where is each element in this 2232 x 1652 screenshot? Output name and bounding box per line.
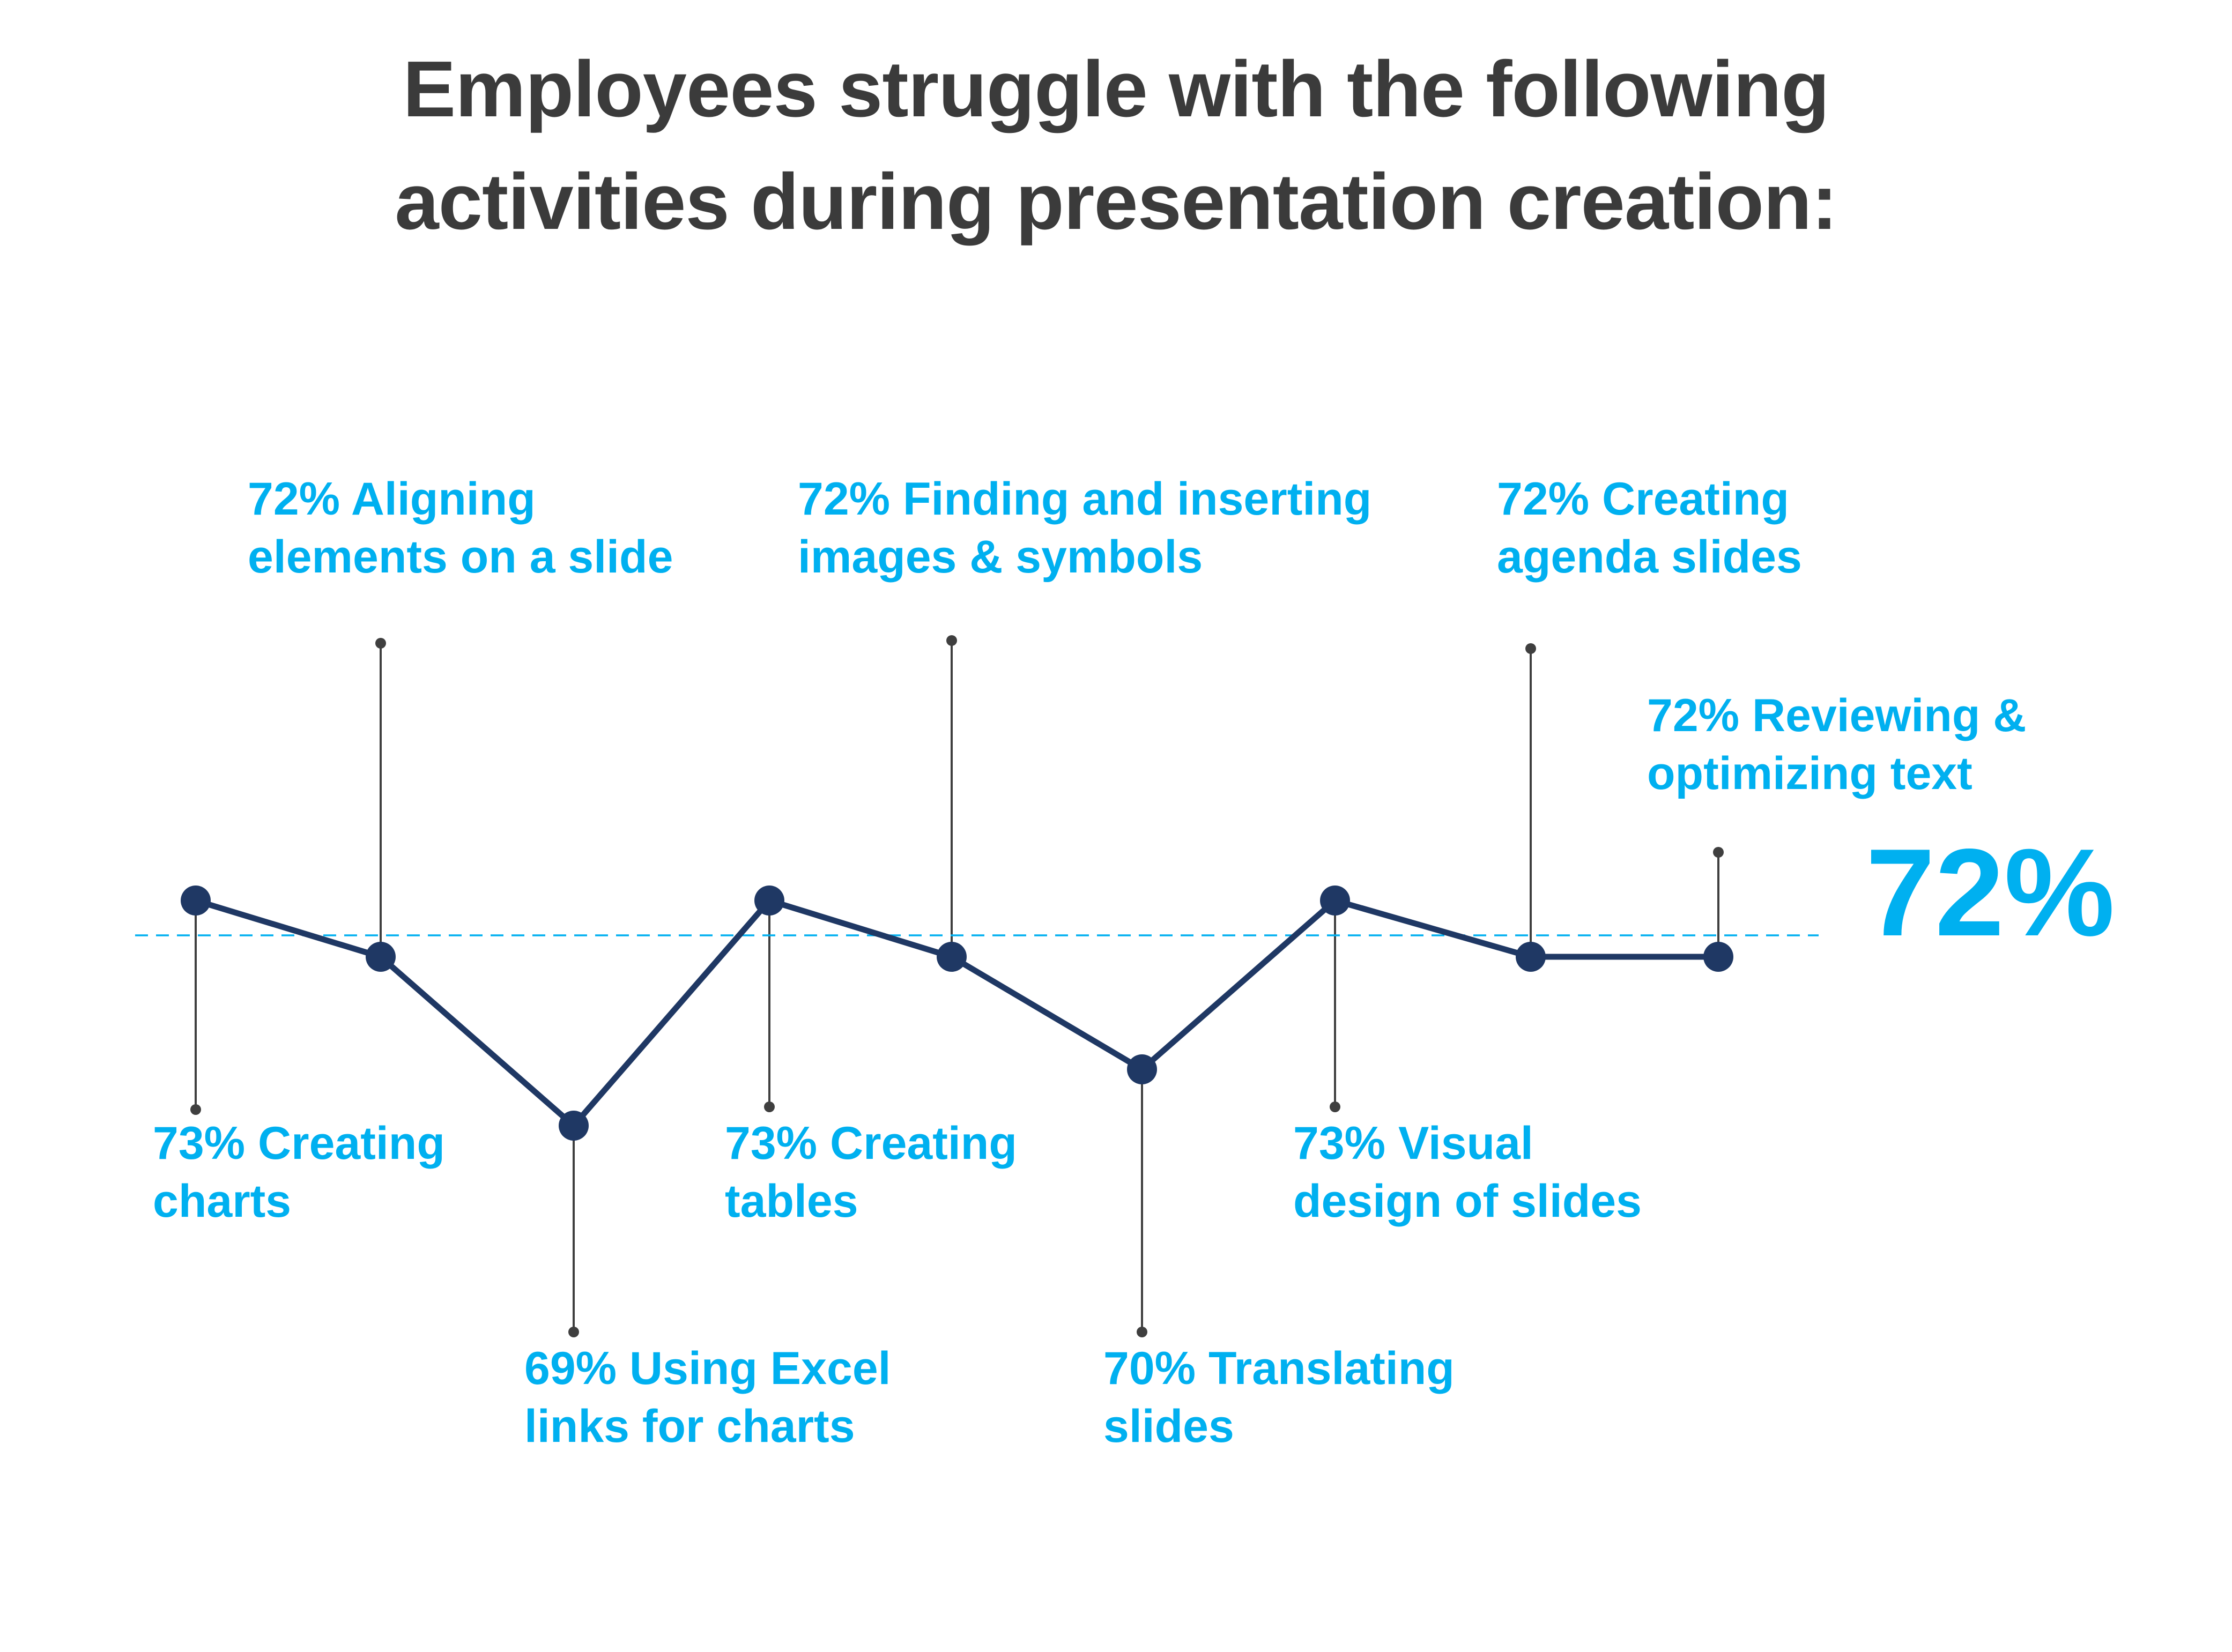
data-point bbox=[1516, 942, 1546, 972]
connector-dot bbox=[764, 1102, 775, 1112]
label-visual-design: 73% Visual design of slides bbox=[1293, 1118, 1642, 1227]
connector-dot bbox=[1137, 1327, 1147, 1337]
connector-dot bbox=[946, 635, 957, 646]
reference-percent: 72% bbox=[1866, 823, 2115, 962]
connector-dot bbox=[190, 1104, 201, 1115]
label-agenda-slides: 72% Creating agenda slides bbox=[1497, 473, 1802, 583]
label-excel-links: 69% Using Excel links for charts bbox=[524, 1343, 891, 1452]
data-point bbox=[1703, 942, 1733, 972]
connector-dot bbox=[1713, 847, 1724, 858]
connector-dot bbox=[1525, 643, 1536, 654]
data-point bbox=[181, 885, 211, 916]
label-aligning-elements: 72% Aligning elements on a slide bbox=[248, 473, 673, 583]
data-point bbox=[754, 885, 784, 916]
data-point bbox=[366, 942, 396, 972]
label-reviewing-text: 72% Reviewing & optimizing text bbox=[1647, 690, 2027, 799]
connector-dot bbox=[375, 638, 386, 649]
data-point bbox=[559, 1111, 589, 1141]
label-creating-tables: 73% Creating tables bbox=[725, 1118, 1017, 1227]
data-point bbox=[937, 942, 967, 972]
label-translating-slides: 70% Translating slides bbox=[1103, 1343, 1455, 1452]
label-finding-images: 72% Finding and inserting images & symbo… bbox=[798, 473, 1372, 583]
page-title: Employees struggle with the following ac… bbox=[395, 45, 1837, 247]
connector-dot bbox=[1330, 1102, 1340, 1112]
label-creating-charts: 73% Creating charts bbox=[153, 1118, 445, 1227]
series-line bbox=[192, 897, 1722, 1129]
connector-dot bbox=[568, 1327, 579, 1337]
data-point bbox=[1127, 1054, 1157, 1084]
data-point bbox=[1320, 885, 1350, 916]
